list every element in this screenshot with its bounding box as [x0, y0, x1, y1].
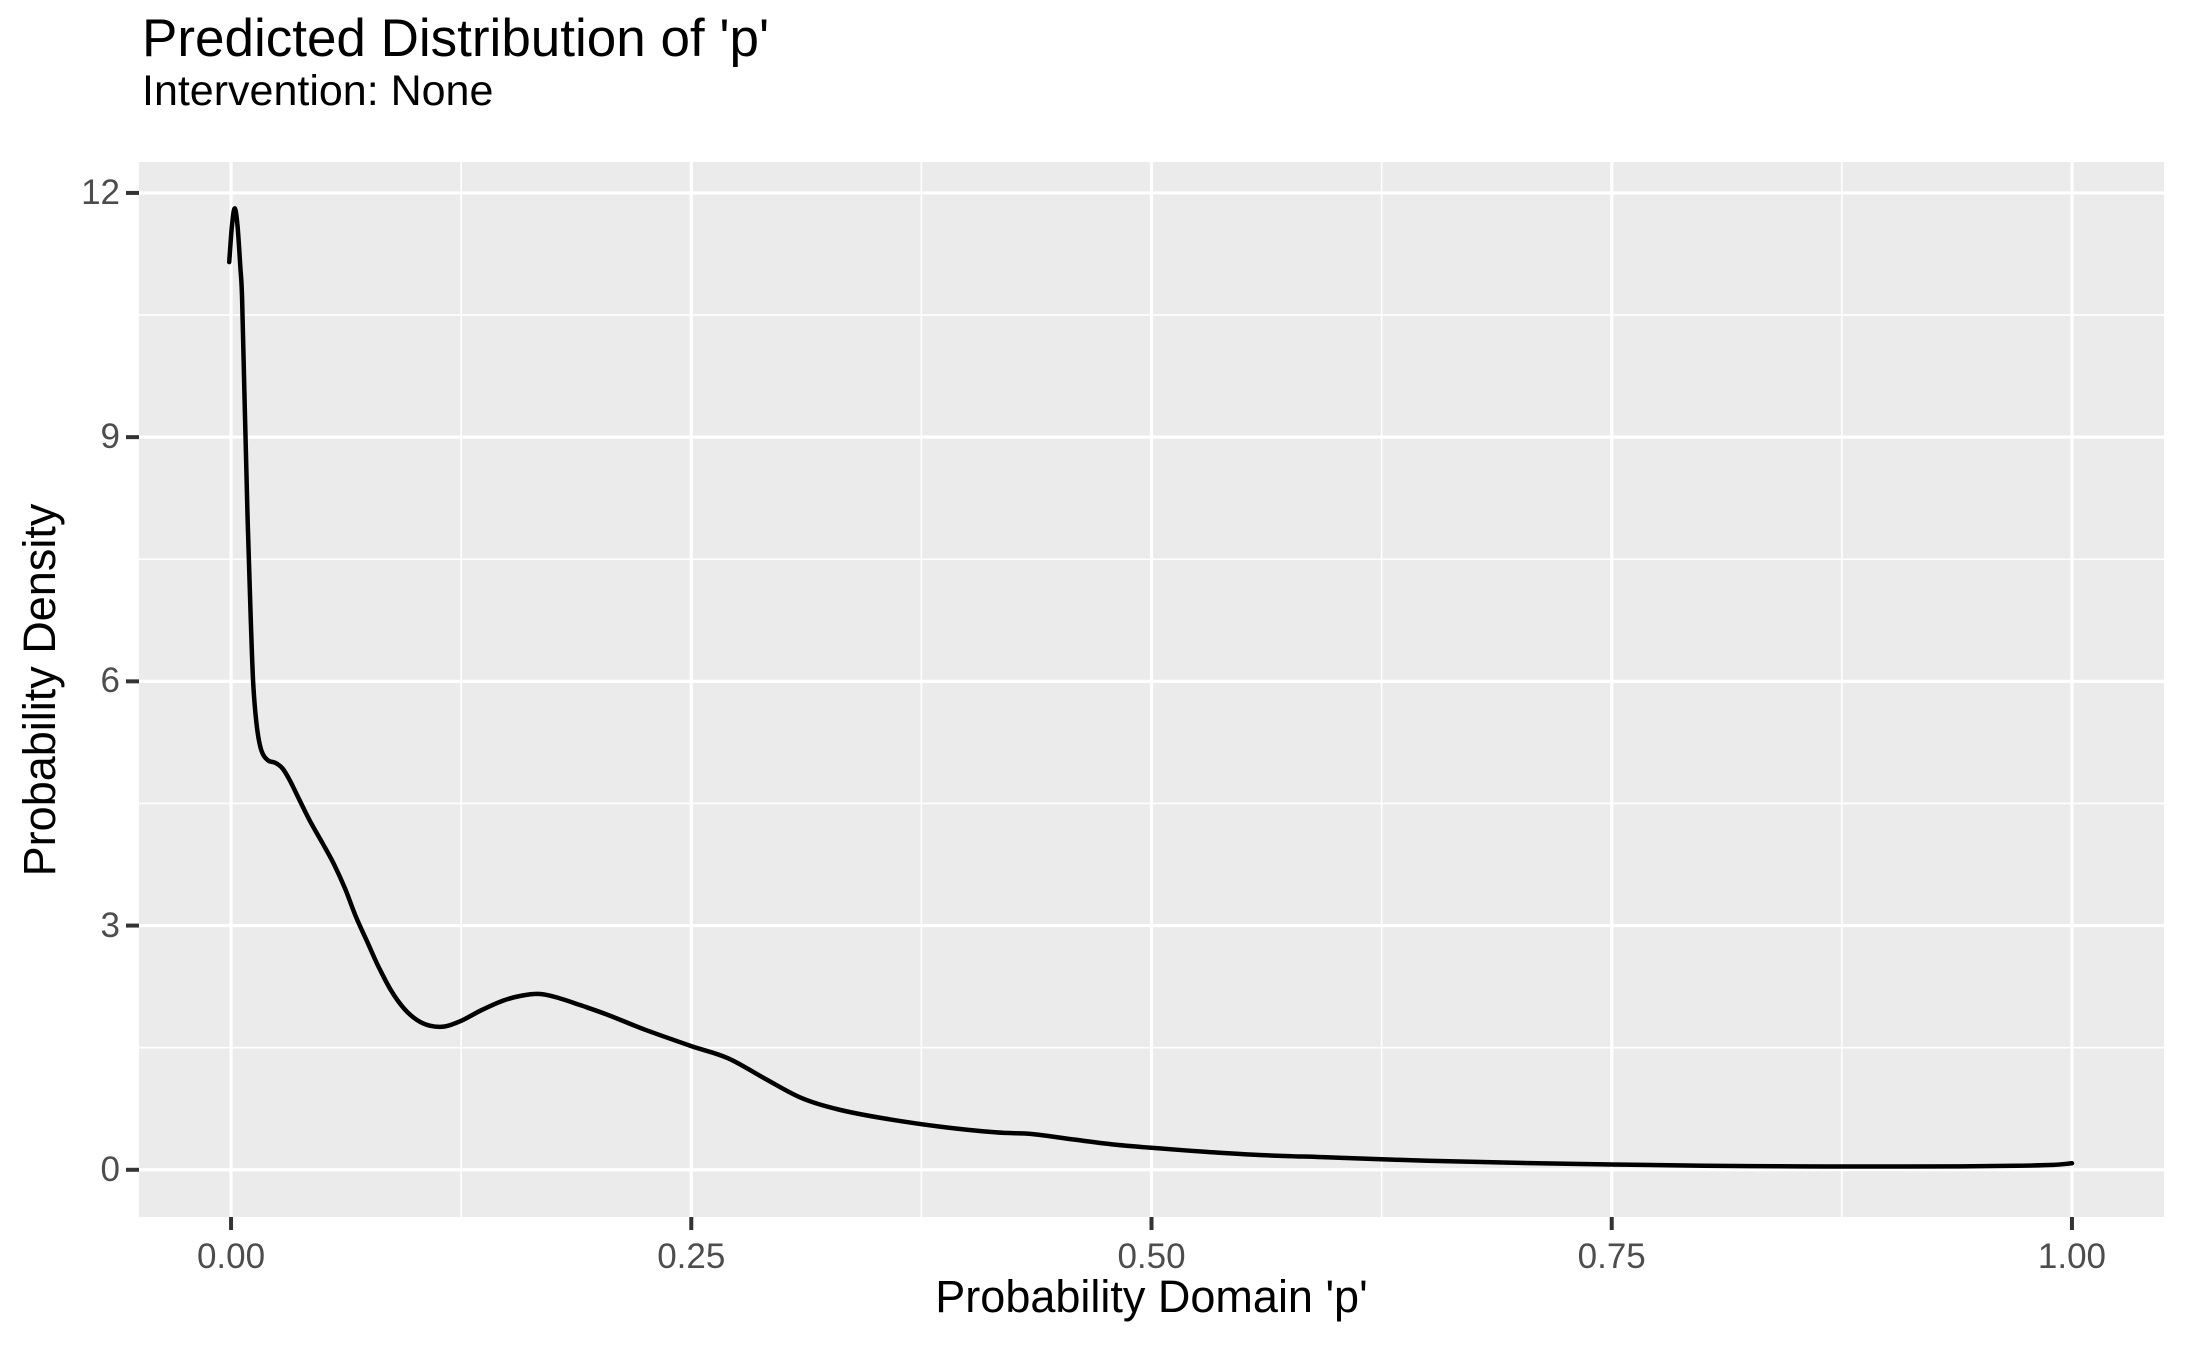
x-tick-label: 0.25 — [657, 1237, 726, 1276]
y-axis-title: Probability Density — [14, 503, 65, 877]
x-tick-label: 1.00 — [2037, 1237, 2107, 1276]
y-tick-label: 6 — [100, 661, 120, 701]
plot-title: Predicted Distribution of 'p' — [142, 9, 770, 68]
x-tick-label: 0.00 — [196, 1237, 266, 1276]
y-tick-label: 12 — [81, 172, 120, 212]
density-curve — [226, 206, 2075, 1169]
x-axis-title: Probability Domain 'p' — [935, 1271, 1368, 1322]
plot-subtitle: Intervention: None — [142, 67, 494, 115]
x-tick-label: 0.75 — [1577, 1237, 1646, 1276]
y-tick-label: 0 — [100, 1149, 120, 1189]
x-tick-label: 0.50 — [1117, 1237, 1186, 1276]
y-tick-label: 9 — [100, 417, 120, 457]
y-tick-label: 3 — [100, 905, 120, 945]
